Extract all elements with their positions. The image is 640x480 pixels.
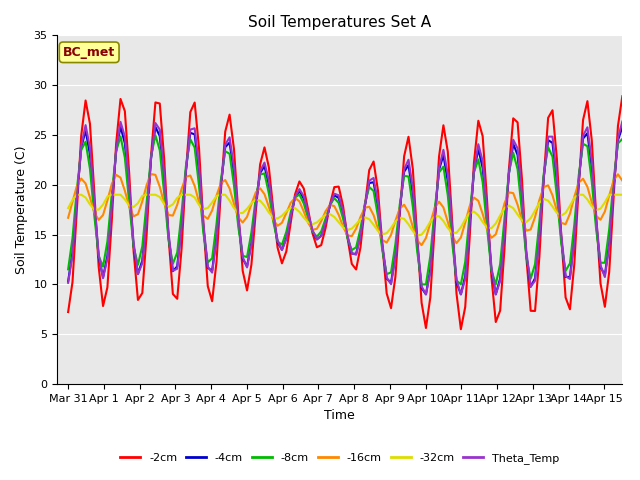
Text: BC_met: BC_met [63, 46, 115, 59]
-16cm [64, 215, 72, 221]
Theta_Temp [352, 252, 360, 258]
-4cm [116, 123, 124, 129]
-8cm [601, 260, 609, 265]
-8cm [296, 192, 303, 197]
-16cm [147, 171, 155, 177]
Theta_Temp [291, 194, 299, 200]
Line: -16cm: -16cm [68, 174, 622, 245]
-32cm [356, 216, 364, 222]
-16cm [356, 214, 364, 220]
Theta_Temp [422, 291, 430, 297]
-2cm [64, 309, 72, 315]
-2cm [618, 94, 626, 99]
-8cm [204, 260, 212, 265]
-2cm [596, 281, 604, 287]
Theta_Temp [200, 221, 207, 227]
-8cm [274, 239, 282, 244]
-16cm [618, 178, 626, 183]
-2cm [291, 192, 299, 197]
Theta_Temp [64, 280, 72, 286]
-4cm [422, 291, 430, 297]
Line: -8cm: -8cm [68, 135, 622, 284]
-2cm [200, 221, 207, 227]
Legend: -2cm, -4cm, -8cm, -16cm, -32cm, Theta_Temp: -2cm, -4cm, -8cm, -16cm, -32cm, Theta_Te… [116, 449, 564, 468]
-8cm [152, 132, 159, 138]
Line: Theta_Temp: Theta_Temp [68, 121, 622, 294]
-4cm [274, 240, 282, 245]
-8cm [548, 154, 556, 160]
-8cm [418, 281, 426, 287]
-16cm [601, 209, 609, 215]
-2cm [457, 326, 465, 332]
-32cm [618, 192, 626, 198]
-2cm [269, 206, 277, 212]
-4cm [618, 124, 626, 130]
-8cm [64, 266, 72, 272]
-4cm [296, 188, 303, 194]
-32cm [548, 204, 556, 209]
-8cm [618, 136, 626, 142]
X-axis label: Time: Time [324, 409, 355, 422]
-32cm [204, 205, 212, 211]
-4cm [64, 278, 72, 284]
-16cm [274, 223, 282, 228]
Line: -4cm: -4cm [68, 126, 622, 294]
Y-axis label: Soil Temperature (C): Soil Temperature (C) [15, 145, 28, 274]
Theta_Temp [618, 119, 626, 124]
Title: Soil Temperatures Set A: Soil Temperatures Set A [248, 15, 431, 30]
Theta_Temp [544, 134, 552, 140]
-16cm [204, 216, 212, 222]
-16cm [548, 192, 556, 198]
-4cm [204, 265, 212, 271]
Line: -32cm: -32cm [68, 195, 622, 236]
-8cm [356, 226, 364, 231]
-32cm [274, 216, 282, 221]
Theta_Temp [596, 263, 604, 268]
-4cm [601, 273, 609, 278]
-4cm [548, 140, 556, 146]
-32cm [64, 205, 72, 211]
-32cm [413, 233, 421, 239]
-2cm [544, 115, 552, 120]
-32cm [296, 209, 303, 215]
Line: -2cm: -2cm [68, 96, 622, 329]
-16cm [418, 242, 426, 248]
-16cm [296, 198, 303, 204]
-2cm [352, 266, 360, 272]
Theta_Temp [269, 210, 277, 216]
-4cm [356, 232, 364, 238]
-32cm [601, 200, 609, 205]
-32cm [73, 192, 81, 198]
